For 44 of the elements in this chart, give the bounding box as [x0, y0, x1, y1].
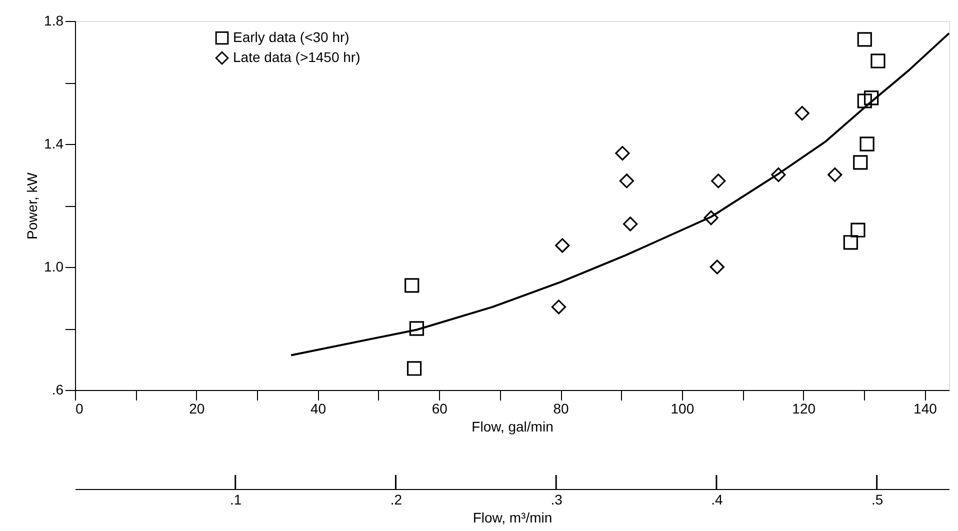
point: [870, 54, 886, 68]
x2-tick-label: .1: [230, 492, 242, 508]
x-tick-label: 80: [553, 400, 570, 416]
point: [555, 238, 570, 253]
point: [857, 32, 872, 47]
x2-tick-label: .4: [711, 492, 724, 508]
x2-tick-label: .3: [550, 492, 563, 508]
x2-tick-label: .2: [390, 492, 402, 508]
legend-label: Early data (<30 hr): [233, 29, 350, 45]
x-tick-label: 100: [670, 400, 694, 416]
x2-axis-title: Flow, m³/min: [472, 510, 552, 526]
point: [794, 106, 810, 121]
point: [853, 155, 868, 170]
y-tick-label: 1.4: [44, 136, 64, 152]
point: [623, 216, 638, 232]
point: [850, 222, 866, 238]
x-tick-label: 60: [432, 400, 448, 416]
point: [860, 136, 874, 152]
point: [828, 167, 842, 182]
x-tick-label: 20: [189, 400, 205, 416]
y-tick-label: 1.0: [44, 258, 64, 274]
legend-label: Late data (>1450 hr): [233, 49, 360, 65]
point: [404, 278, 420, 293]
point: [551, 300, 566, 314]
point: [711, 174, 726, 188]
x-tick-label: 140: [914, 400, 938, 416]
point: [857, 94, 872, 108]
point: [864, 90, 879, 106]
point: [843, 235, 858, 250]
x-tick-label: 0: [76, 400, 84, 416]
y-axis-title: Power, kW: [24, 172, 40, 240]
y-tick-label: .6: [52, 382, 64, 398]
x2-tick-label: .5: [871, 492, 884, 508]
x-axis-title: Flow, gal/min: [472, 418, 554, 434]
point: [615, 146, 630, 161]
y-tick-label: 1.8: [44, 12, 64, 28]
point: [619, 174, 634, 188]
point: [409, 321, 424, 336]
point: [771, 167, 786, 182]
point: [406, 361, 422, 376]
x-tick-label: 40: [310, 400, 326, 416]
point: [710, 260, 724, 274]
x-tick-label: 120: [792, 400, 816, 416]
point: [704, 210, 718, 226]
